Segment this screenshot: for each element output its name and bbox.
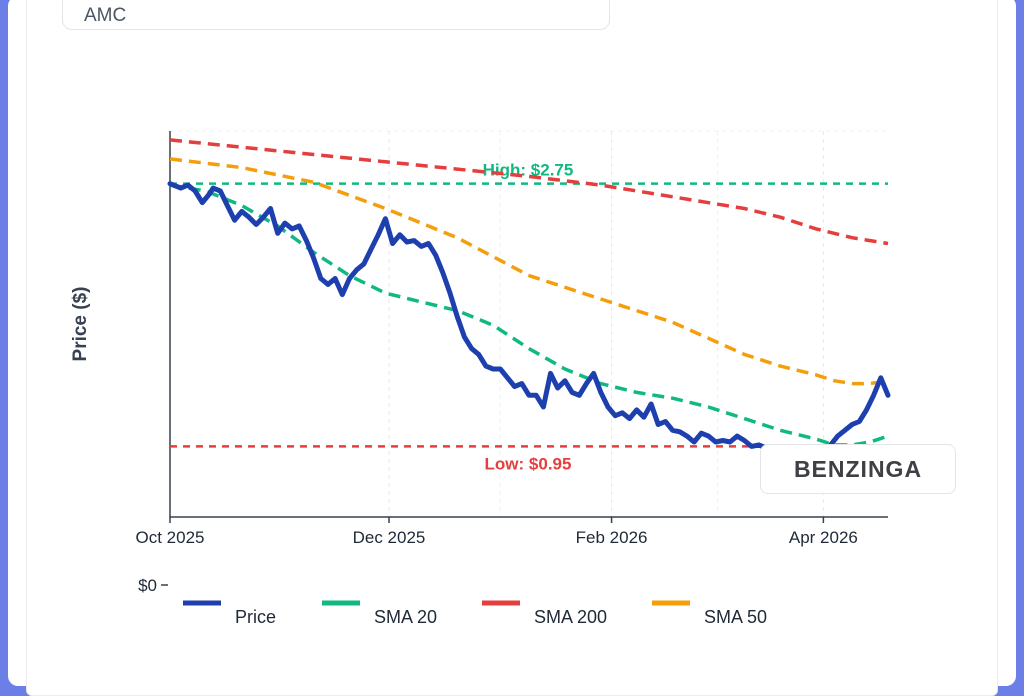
legend-label-sma-20: SMA 20 [374, 607, 437, 627]
annotation-label-0: High: $2.75 [483, 161, 574, 180]
series-line-sma-50 [169, 157, 889, 386]
ticker-label: AMC [84, 5, 127, 26]
legend-label-sma-200: SMA 200 [534, 607, 607, 627]
series-line-sma-20 [169, 183, 889, 447]
ticker-input[interactable] [62, 0, 610, 30]
series-line-price [167, 181, 891, 468]
legend-label-price: Price [235, 607, 276, 627]
x-tick-label-2: Feb 2026 [576, 528, 648, 547]
legend-label-sma-50: SMA 50 [704, 607, 767, 627]
y-tick-label-0: $0 [138, 576, 157, 595]
series-line-sma-200 [169, 138, 889, 246]
x-tick-label-0: Oct 2025 [136, 528, 205, 547]
y-axis-title: Price ($) [70, 287, 91, 362]
x-tick-label-1: Dec 2025 [353, 528, 426, 547]
x-tick-label-3: Apr 2026 [789, 528, 858, 547]
benzinga-logo: BENZINGA [760, 444, 956, 494]
chart-card [26, 0, 998, 696]
annotation-label-1: Low: $0.95 [485, 454, 572, 473]
price-chart: Oct 2025 Dec 2025 Feb 2026 Apr 2026 $0 Price … [70, 130, 891, 627]
